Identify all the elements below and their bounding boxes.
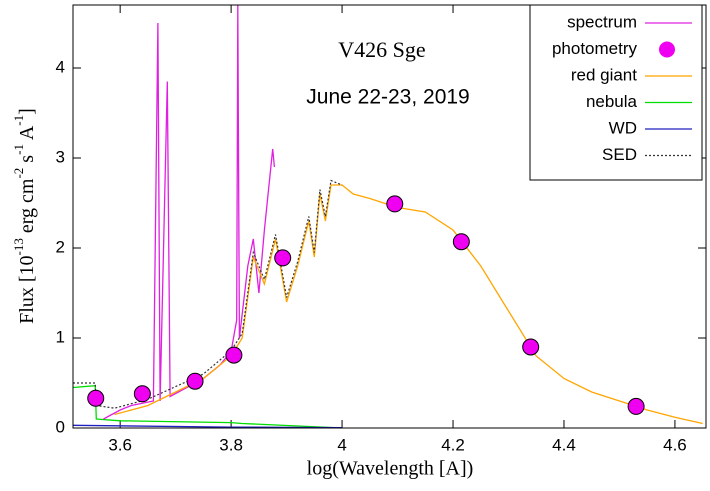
photometry-point xyxy=(274,249,292,267)
x-tick-label: 3.8 xyxy=(219,435,243,454)
y-axis-label-part: A xyxy=(16,125,38,144)
chart-subtitle: June 22-23, 2019 xyxy=(306,86,469,109)
legend-label: red giant xyxy=(571,65,637,84)
legend-label: spectrum xyxy=(567,12,637,31)
y-axis-label-part: erg cm xyxy=(16,178,38,238)
chart-title: V426 Sge xyxy=(338,37,425,62)
y-axis-label-part: -1 xyxy=(11,144,26,155)
photometry-point xyxy=(133,385,151,403)
series-line xyxy=(73,179,343,409)
photometry-point xyxy=(87,389,105,407)
y-tick-label: 3 xyxy=(56,147,65,166)
x-tick-label: 4.4 xyxy=(552,435,576,454)
photometry-point xyxy=(627,397,645,415)
y-axis-label-part: ] xyxy=(16,108,38,115)
photometry-point xyxy=(186,372,204,390)
y-axis-label-part: -13 xyxy=(11,238,26,255)
legend-label: nebula xyxy=(586,92,638,111)
y-axis-label-part: Flux [10 xyxy=(16,255,38,323)
y-tick-label: 4 xyxy=(56,57,65,76)
legend-swatch xyxy=(659,41,675,58)
legend-label: SED xyxy=(602,145,637,164)
photometry-point xyxy=(225,346,243,364)
plot-frame xyxy=(72,4,707,429)
y-axis-label: Flux [10-13 erg cm-2 s-1 A-1] xyxy=(11,108,37,324)
photometry-point xyxy=(386,195,404,213)
y-tick-label: 1 xyxy=(56,327,65,346)
legend-label: photometry xyxy=(552,39,638,58)
y-axis-label-part: -2 xyxy=(11,168,26,179)
y-axis-label-part: -1 xyxy=(11,115,26,126)
y-tick-label: 2 xyxy=(56,237,65,256)
series-line xyxy=(72,424,343,429)
legend-box xyxy=(529,4,703,181)
x-tick-label: 3.6 xyxy=(108,435,132,454)
legend-label: WD xyxy=(609,118,637,137)
series-line xyxy=(103,4,276,420)
y-tick-label: 0 xyxy=(56,417,65,436)
series-line xyxy=(114,184,703,425)
x-tick-label: 4 xyxy=(337,435,346,454)
x-tick-label: 4.6 xyxy=(663,435,687,454)
x-axis-label: log(Wavelength [A]) xyxy=(307,458,474,480)
photometry-point xyxy=(452,233,470,251)
series-line xyxy=(72,384,343,429)
x-tick-label: 4.2 xyxy=(441,435,465,454)
photometry-point xyxy=(522,338,540,356)
y-axis-label-part: s xyxy=(16,155,38,168)
